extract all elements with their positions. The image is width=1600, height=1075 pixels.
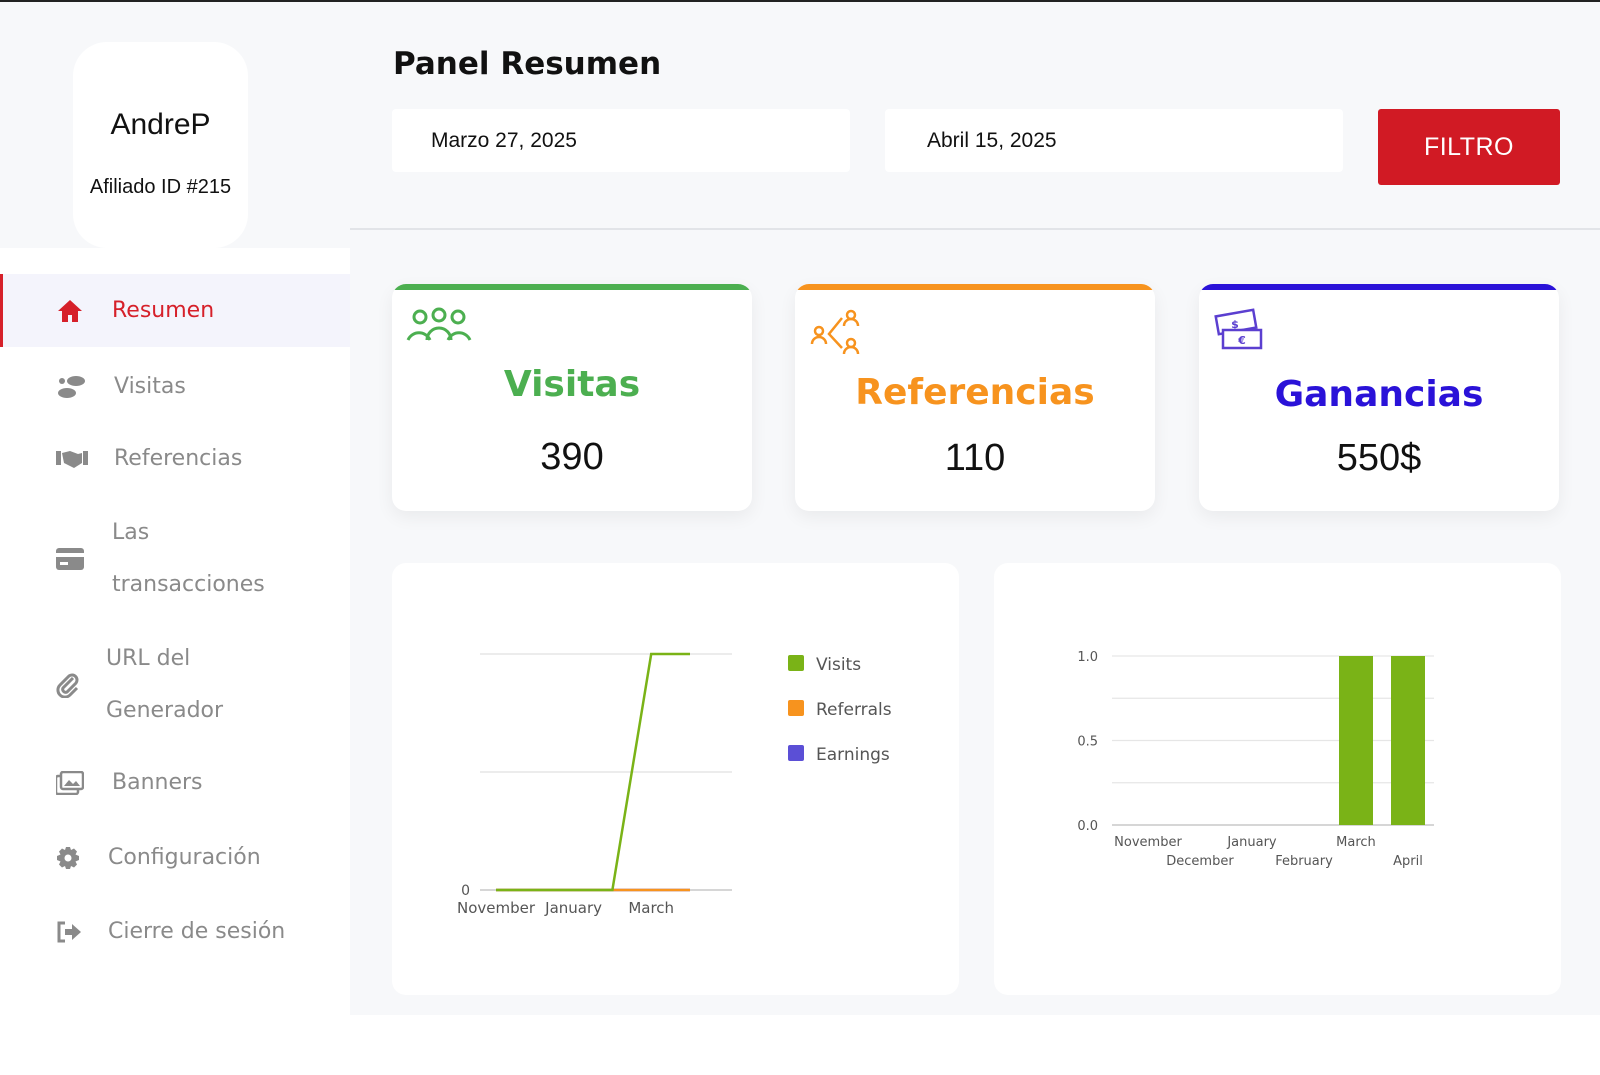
label-line: transacciones	[112, 572, 265, 597]
sidebar-item-label-multiline: URL del Generador	[106, 633, 223, 737]
legend-label: Referrals	[816, 700, 892, 720]
line-chart-card: 0 November January March Visits Referrals Earn…	[392, 563, 959, 995]
users-icon	[406, 304, 476, 354]
svg-text:€: €	[1237, 334, 1246, 347]
sidebar-item-label: Configuración	[108, 845, 261, 870]
top-border	[0, 0, 1600, 2]
sidebar-item-label-multiline: Las transacciones	[112, 507, 265, 611]
sidebar-item-label: Resumen	[112, 297, 215, 323]
sidebar-item-url-generador[interactable]: URL del Generador	[0, 630, 350, 740]
paperclip-icon	[56, 671, 90, 699]
stat-card-visitas: Visitas 390	[392, 284, 752, 511]
x-tick-label: January	[1226, 835, 1277, 850]
y-tick-label: 0.5	[1077, 735, 1098, 750]
legend-swatch	[788, 745, 804, 761]
legend-swatch	[788, 655, 804, 671]
y-tick-label: 1.0	[1077, 650, 1098, 665]
logout-icon	[56, 918, 90, 946]
label-line: URL del	[106, 646, 191, 671]
label-line: Generador	[106, 698, 224, 723]
bar	[1339, 656, 1373, 825]
x-tick-label: March	[1336, 835, 1376, 850]
gear-icon	[56, 844, 90, 872]
sidebar-item-label: Visitas	[114, 374, 186, 399]
x-tick-label: April	[1393, 854, 1423, 869]
bar-chart: 0.0 0.5 1.0 November December January February…	[1077, 650, 1434, 869]
money-bills-icon: $ €	[1213, 304, 1283, 354]
stat-value: 110	[944, 437, 1006, 479]
affiliate-id: Afiliado ID #215	[89, 176, 232, 198]
card-accent-bar	[795, 284, 1155, 290]
date-from-field[interactable]: Marzo 27, 2025	[392, 109, 850, 172]
images-icon	[56, 769, 90, 797]
credit-card-icon	[56, 545, 90, 573]
x-tick-label: December	[1166, 854, 1234, 869]
profile-area: AndreP Afiliado ID #215	[0, 2, 350, 248]
stat-value: 390	[540, 436, 604, 478]
sidebar-item-configuracion[interactable]: Configuración	[0, 828, 350, 888]
stat-title: Visitas	[503, 364, 641, 405]
sidebar-item-cierre-sesion[interactable]: Cierre de sesión	[0, 902, 350, 962]
main-content: Panel Resumen Marzo 27, 2025 Abril 15, 2…	[350, 2, 1600, 1015]
bar	[1391, 656, 1425, 825]
sidebar-item-label: Banners	[112, 770, 203, 795]
sidebar-item-label: Referencias	[114, 446, 243, 471]
username: AndreP	[110, 108, 211, 141]
svg-text:$: $	[1231, 318, 1239, 331]
stat-title: Ganancias	[1274, 374, 1484, 415]
sidebar: AndreP Afiliado ID #215 Resumen Visitas …	[0, 2, 350, 1015]
stat-title: Referencias	[855, 372, 1095, 413]
sidebar-item-referencias[interactable]: Referencias	[0, 429, 350, 489]
x-tick-label: February	[1275, 854, 1333, 869]
sidebar-item-visitas[interactable]: Visitas	[0, 357, 350, 417]
card-accent-bar	[392, 284, 752, 290]
stat-value: 550$	[1336, 437, 1422, 479]
handshake-icon	[56, 445, 90, 473]
series-line	[496, 652, 690, 892]
sidebar-item-banners[interactable]: Banners	[0, 753, 350, 813]
x-tick-label: March	[628, 899, 674, 917]
x-tick-label: November	[1114, 835, 1182, 850]
x-tick-label: November	[457, 899, 536, 917]
profile-card: AndreP Afiliado ID #215	[73, 42, 248, 248]
legend-label: Visits	[816, 655, 861, 675]
sidebar-item-label: Cierre de sesión	[108, 919, 286, 944]
x-tick-label: January	[544, 899, 602, 917]
sidebar-item-transacciones[interactable]: Las transacciones	[0, 504, 350, 614]
y-tick-label: 0.0	[1077, 819, 1098, 834]
bar-chart-card: 0.0 0.5 1.0 November December January February…	[994, 563, 1561, 995]
page-title: Panel Resumen	[393, 46, 662, 82]
referral-network-icon	[809, 304, 879, 355]
divider	[350, 228, 1600, 230]
footprints-icon	[56, 373, 90, 401]
home-icon	[56, 297, 90, 325]
date-to-field[interactable]: Abril 15, 2025	[885, 109, 1343, 172]
filter-button[interactable]: FILTRO	[1378, 109, 1560, 185]
sidebar-item-resumen[interactable]: Resumen	[0, 274, 350, 347]
card-accent-bar	[1199, 284, 1559, 290]
legend-swatch	[788, 700, 804, 716]
y-tick-label: 0	[461, 883, 470, 899]
stat-card-referencias: Referencias 110	[795, 284, 1155, 511]
label-line: Las	[112, 520, 150, 545]
legend-label: Earnings	[816, 745, 890, 765]
stat-card-ganancias: $ € Ganancias 550$	[1199, 284, 1559, 511]
